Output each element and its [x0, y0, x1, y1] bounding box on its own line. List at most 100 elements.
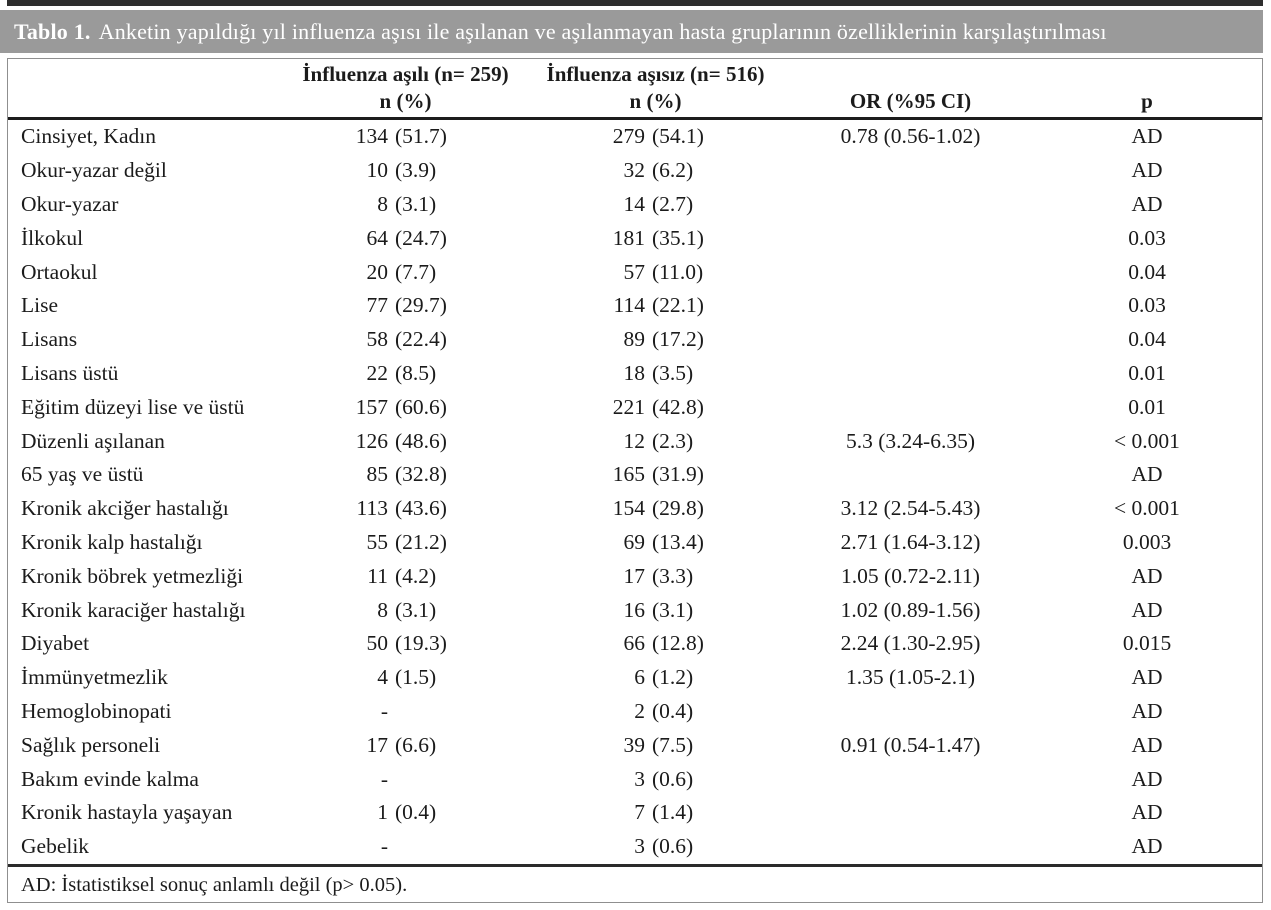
vaccinated-percent: (22.4) — [395, 327, 447, 352]
unvaccinated-value-cell: 57 (11.0) — [523, 260, 788, 285]
unvaccinated-percent: (2.3) — [652, 428, 694, 453]
unvaccinated-value-cell: 3 (0.6) — [523, 767, 788, 792]
vaccinated-value-cell: - — [288, 699, 523, 724]
unvaccinated-percent: (42.8) — [652, 394, 704, 419]
header-rowlabel-column — [8, 59, 288, 117]
row-label: Okur-yazar — [21, 191, 119, 216]
header-unvaccinated-column: İnfluenza aşısız (n= 516) n (%) — [523, 59, 788, 117]
vaccinated-n: 55 — [366, 529, 389, 554]
table-row: Kronik karaciğer hastalığı 8 (3.1) 16 (3… — [8, 593, 1262, 627]
header-unvaccinated-line1: İnfluenza aşısız (n= 516) — [546, 62, 765, 86]
unvaccinated-n: 3 — [634, 766, 645, 791]
table-row: Lisans 58 (22.4) 89 (17.2) 0.04 — [8, 323, 1262, 357]
unvaccinated-n: 12 — [623, 428, 646, 453]
vaccinated-percent: (3.1) — [395, 191, 437, 216]
or-value: 0.78 (0.56-1.02) — [840, 124, 981, 149]
table-number: Tablo 1. — [14, 18, 91, 44]
table-row: Kronik böbrek yetmezliği 11 (4.2) 17 (3.… — [8, 559, 1262, 593]
unvaccinated-n: 89 — [623, 327, 646, 352]
vaccinated-value-cell: 4 (1.5) — [288, 665, 523, 690]
p-value: 0.04 — [1128, 259, 1166, 284]
unvaccinated-percent: (1.4) — [652, 800, 694, 825]
p-value: AD — [1131, 800, 1163, 825]
vaccinated-n: 77 — [366, 293, 389, 318]
unvaccinated-value-cell: 6 (1.2) — [523, 665, 788, 690]
table-title: Anketin yapıldığı yıl influenza aşısı il… — [98, 18, 1107, 44]
unvaccinated-n: 14 — [623, 191, 646, 216]
unvaccinated-n: 17 — [623, 563, 646, 588]
p-value: 0.03 — [1128, 225, 1166, 250]
unvaccinated-value-cell: 221 (42.8) — [523, 395, 788, 420]
p-value: 0.03 — [1128, 293, 1166, 318]
table-row: Eğitim düzeyi lise ve üstü 157 (60.6) 22… — [8, 390, 1262, 424]
unvaccinated-percent: (0.6) — [652, 834, 694, 859]
unvaccinated-value-cell: 114 (22.1) — [523, 293, 788, 318]
row-label: Kronik kalp hastalığı — [21, 529, 203, 554]
p-value: AD — [1131, 191, 1163, 216]
vaccinated-n: 50 — [366, 631, 389, 656]
unvaccinated-n: 221 — [612, 394, 645, 419]
unvaccinated-n: 66 — [623, 631, 646, 656]
header-vaccinated-column: İnfluenza aşılı (n= 259) n (%) — [288, 59, 523, 117]
row-label: Gebelik — [21, 834, 90, 859]
row-label: Kronik böbrek yetmezliği — [21, 563, 244, 588]
unvaccinated-n: 18 — [623, 360, 646, 385]
vaccinated-percent: (4.2) — [395, 563, 437, 588]
vaccinated-percent: (19.3) — [395, 631, 447, 656]
vaccinated-n: 11 — [367, 563, 388, 588]
vaccinated-n: 4 — [377, 665, 388, 690]
row-label: Kronik akciğer hastalığı — [21, 496, 229, 521]
row-label: Lise — [21, 293, 59, 318]
p-value: AD — [1131, 563, 1163, 588]
vaccinated-percent: (48.6) — [395, 428, 447, 453]
vaccinated-n: 8 — [377, 191, 388, 216]
unvaccinated-value-cell: 89 (17.2) — [523, 327, 788, 352]
unvaccinated-n: 7 — [634, 800, 645, 825]
p-value: < 0.001 — [1114, 496, 1180, 521]
vaccinated-n: 126 — [355, 428, 388, 453]
vaccinated-percent: (24.7) — [395, 225, 447, 250]
vaccinated-n: - — [380, 698, 388, 723]
unvaccinated-n: 114 — [613, 293, 645, 318]
vaccinated-percent: (32.8) — [395, 462, 447, 487]
unvaccinated-value-cell: 181 (35.1) — [523, 226, 788, 251]
unvaccinated-n: 69 — [623, 529, 646, 554]
table-row: 65 yaş ve üstü 85 (32.8) 165 (31.9) AD — [8, 458, 1262, 492]
p-value: AD — [1131, 158, 1163, 183]
unvaccinated-value-cell: 7 (1.4) — [523, 800, 788, 825]
vaccinated-value-cell: 134 (51.7) — [288, 124, 523, 149]
or-value: 3.12 (2.54-5.43) — [840, 496, 981, 521]
or-value: 2.71 (1.64-3.12) — [840, 529, 981, 554]
p-value: AD — [1131, 766, 1163, 791]
row-label: Lisans — [21, 327, 78, 352]
table-title-bar: Tablo 1. Anketin yapıldığı yıl influenza… — [0, 10, 1263, 53]
unvaccinated-n: 39 — [623, 732, 646, 757]
p-value: AD — [1131, 462, 1163, 487]
vaccinated-value-cell: - — [288, 767, 523, 792]
vaccinated-value-cell: 113 (43.6) — [288, 496, 523, 521]
vaccinated-value-cell: 64 (24.7) — [288, 226, 523, 251]
unvaccinated-percent: (54.1) — [652, 124, 704, 149]
vaccinated-n: 64 — [366, 225, 389, 250]
unvaccinated-percent: (3.5) — [652, 360, 694, 385]
header-unvaccinated-line2: n (%) — [629, 89, 682, 113]
vaccinated-n: 157 — [355, 394, 388, 419]
table-row: Cinsiyet, Kadın 134 (51.7) 279 (54.1) 0.… — [8, 120, 1262, 154]
row-label: Cinsiyet, Kadın — [21, 124, 156, 149]
or-value: 1.02 (0.89-1.56) — [840, 597, 981, 622]
header-or-label: OR (%95 CI) — [849, 89, 972, 113]
table-row: İlkokul 64 (24.7) 181 (35.1) 0.03 — [8, 221, 1262, 255]
unvaccinated-value-cell: 14 (2.7) — [523, 192, 788, 217]
unvaccinated-value-cell: 39 (7.5) — [523, 733, 788, 758]
unvaccinated-n: 57 — [623, 259, 646, 284]
unvaccinated-percent: (3.3) — [652, 563, 694, 588]
p-value: AD — [1131, 665, 1163, 690]
unvaccinated-percent: (22.1) — [652, 293, 704, 318]
unvaccinated-percent: (29.8) — [652, 496, 704, 521]
vaccinated-value-cell: 10 (3.9) — [288, 158, 523, 183]
p-value: 0.04 — [1128, 327, 1166, 352]
unvaccinated-n: 279 — [612, 124, 645, 149]
table-row: Hemoglobinopati - 2 (0.4) AD — [8, 695, 1262, 729]
unvaccinated-value-cell: 12 (2.3) — [523, 429, 788, 454]
